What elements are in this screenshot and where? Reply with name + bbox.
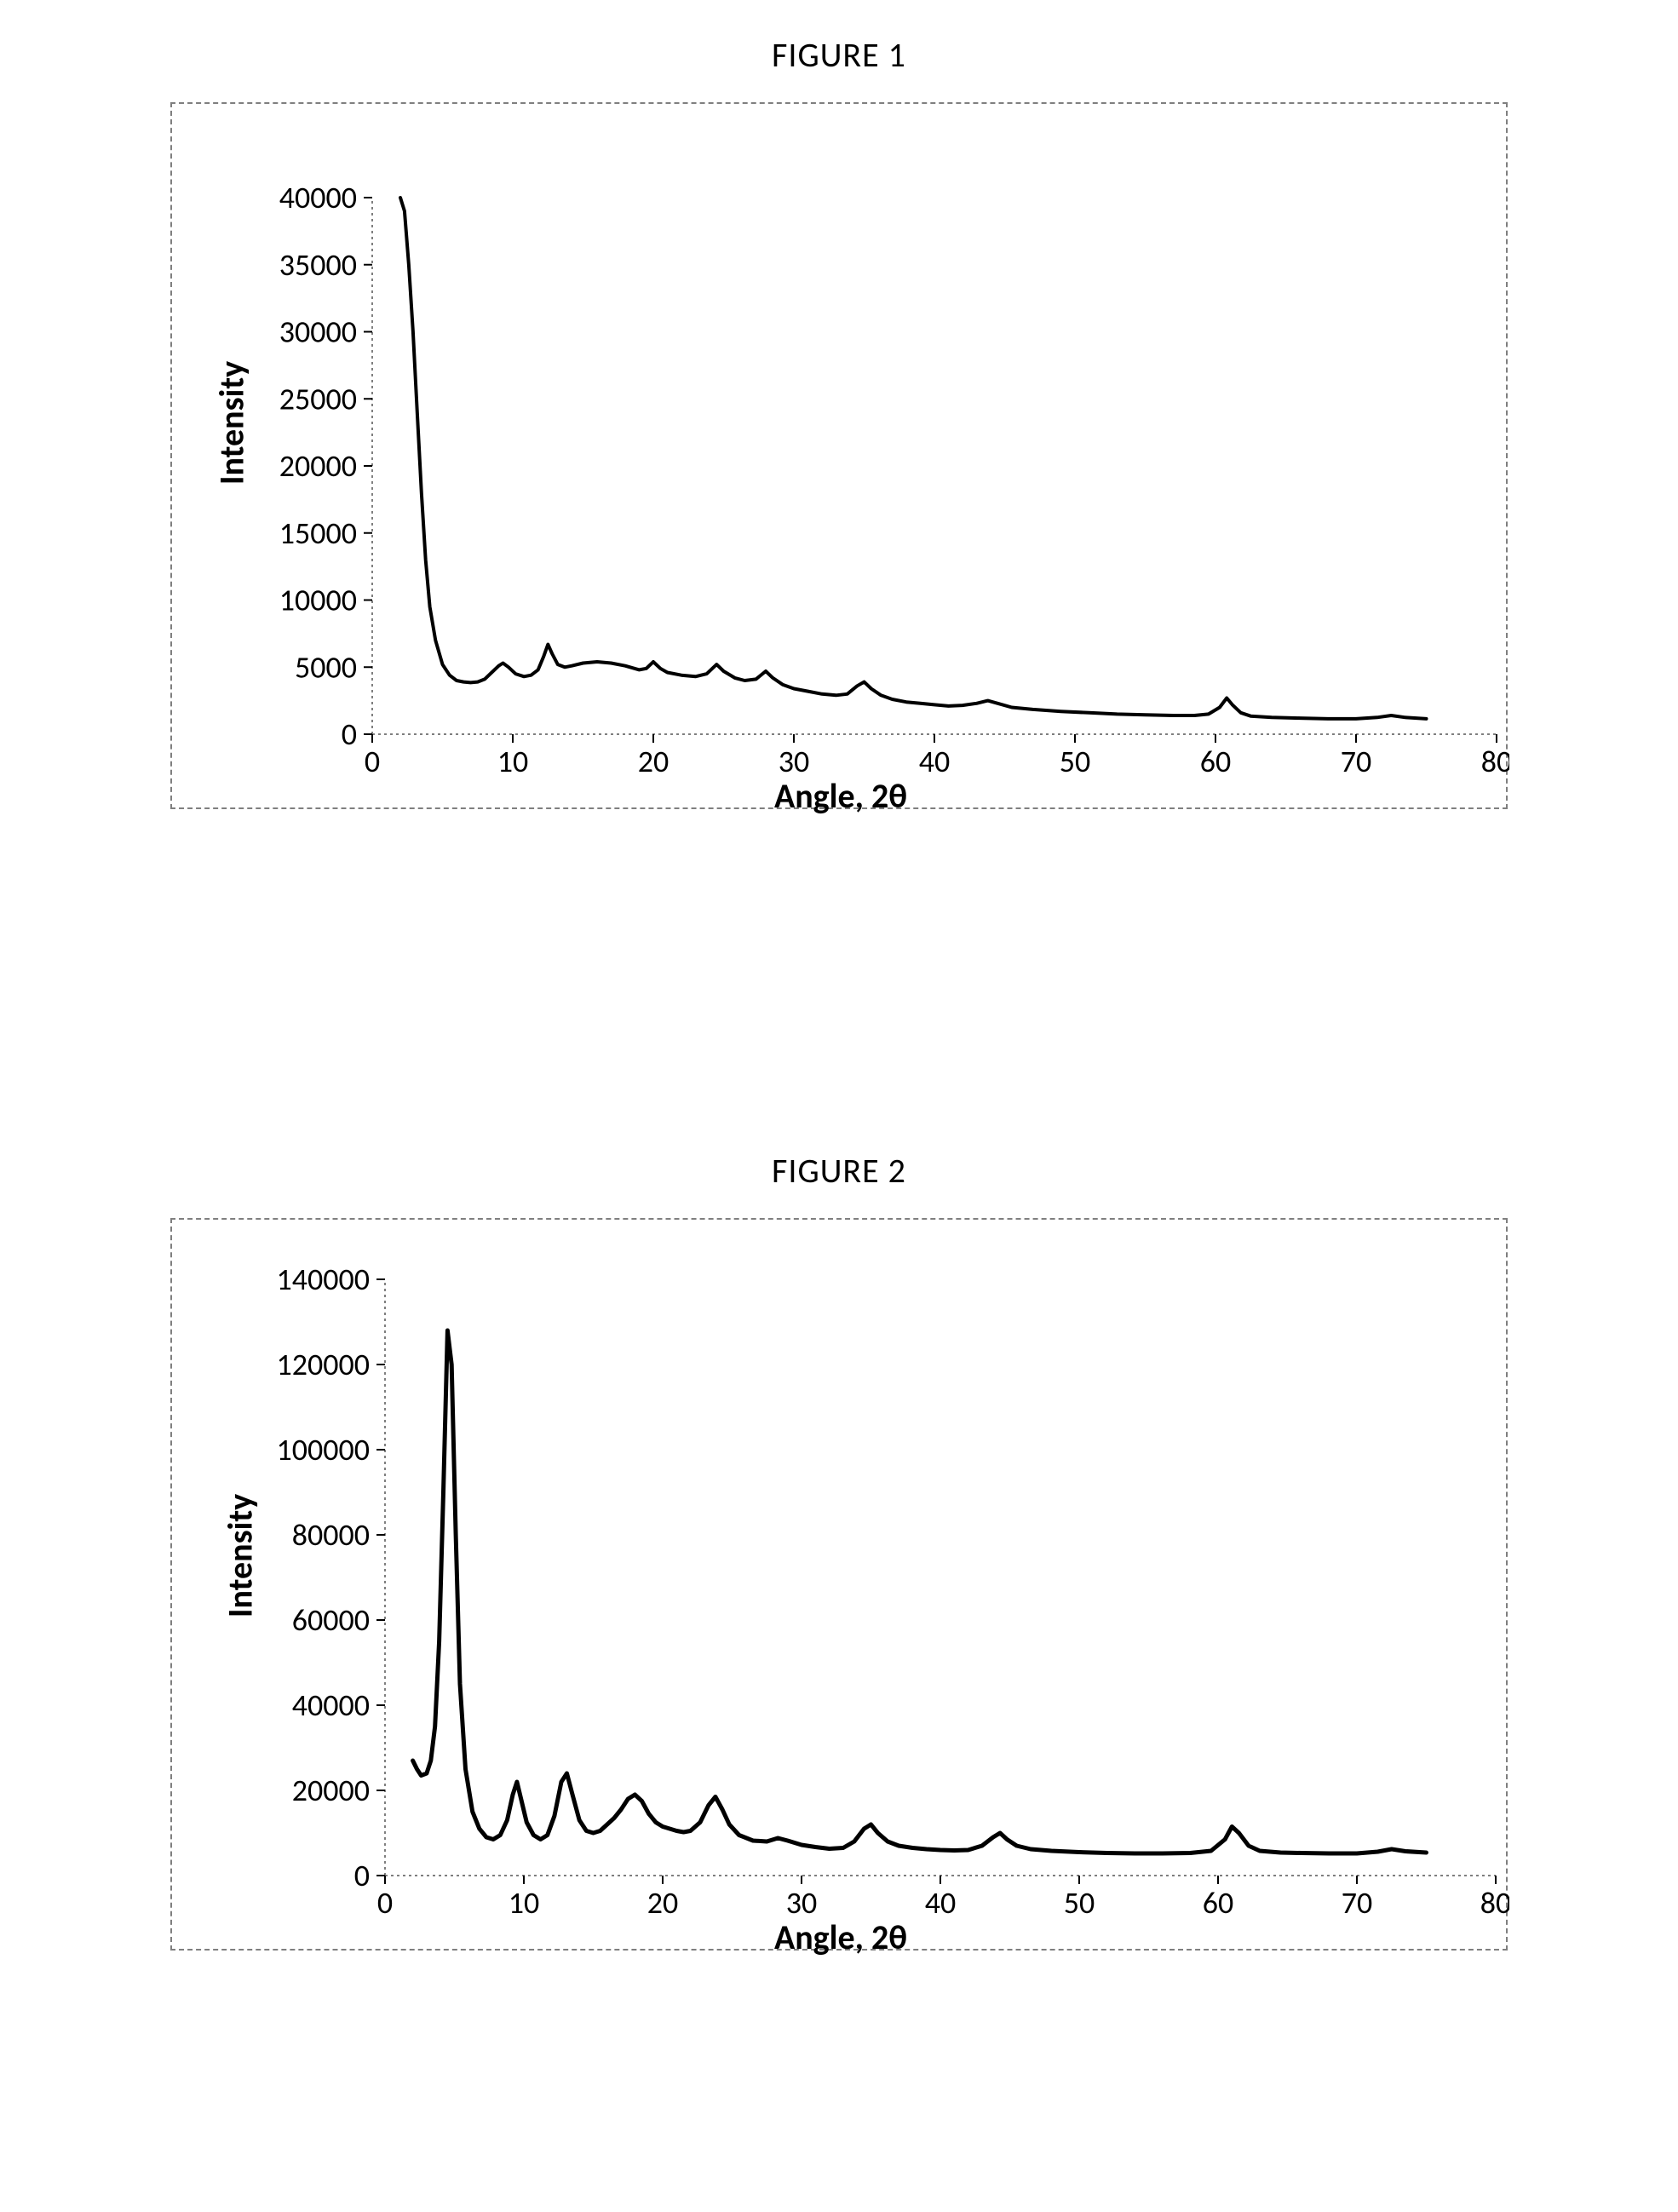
- figure1-data-line: [400, 198, 1427, 719]
- figure2-chart-svg: 0200004000060000800001000001200001400000…: [172, 1220, 1509, 1952]
- figure1-ytick-label: 40000: [279, 179, 357, 216]
- figure2-ylabel: Intensity: [220, 1471, 261, 1641]
- figure2-ytick-label: 20000: [292, 1772, 370, 1809]
- figure2-ytick-label: 120000: [277, 1346, 370, 1383]
- figure2-ytick-label: 40000: [292, 1686, 370, 1724]
- figure1-ytick-label: 15000: [279, 514, 357, 552]
- figure1-ytick-label: 10000: [279, 582, 357, 619]
- figure1-ytick-label: 35000: [279, 246, 357, 284]
- figure2-ytick-label: 60000: [292, 1601, 370, 1639]
- figure1-ytick-label: 5000: [295, 648, 357, 686]
- figure1-title: FIGURE 1: [0, 34, 1678, 76]
- figure1-chart-svg: 0 5000 10000 15000 20000 25000 30000 35000 40000…: [172, 104, 1509, 811]
- figure1-ytick-label: 25000: [279, 380, 357, 417]
- figure2-xlabel: Angle, 2θ: [172, 1916, 1509, 1958]
- figure2-ytick-label: 100000: [277, 1431, 370, 1468]
- figure1-xlabel: Angle, 2θ: [172, 775, 1509, 817]
- figure2-panel: 0200004000060000800001000001200001400000…: [170, 1218, 1508, 1951]
- figure1-ytick-label: 30000: [279, 313, 357, 351]
- figure1-ylabel: Intensity: [211, 338, 253, 508]
- figure2-data-line: [413, 1330, 1427, 1853]
- figure1-panel: 0 5000 10000 15000 20000 25000 30000 35000 40000…: [170, 102, 1508, 809]
- figure2-title: FIGURE 2: [0, 1150, 1678, 1192]
- figure2-ytick-label: 140000: [277, 1261, 370, 1298]
- figure1-ytick-label: 20000: [279, 447, 357, 485]
- figure2-ytick-label: 80000: [292, 1516, 370, 1554]
- figure1-ytick-label: 0: [342, 715, 357, 753]
- figure2-ytick-label: 0: [354, 1857, 370, 1894]
